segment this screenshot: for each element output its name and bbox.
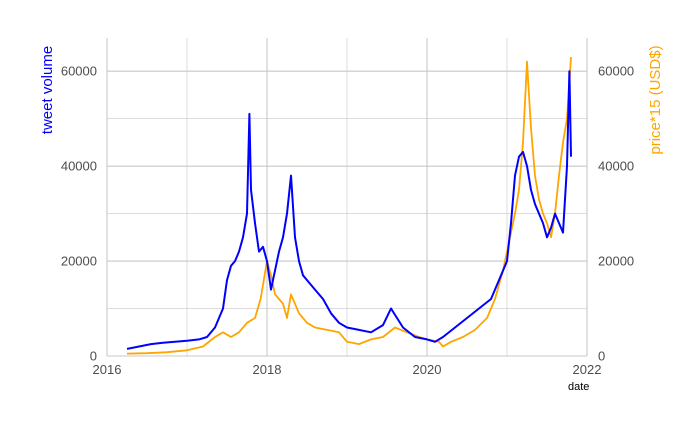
- y-tick-label: 0: [90, 349, 97, 364]
- y2-tick-label: 40000: [598, 159, 634, 174]
- x-tick-label: 2016: [93, 362, 122, 377]
- y-tick-label: 60000: [61, 64, 97, 79]
- y2-tick-label: 60000: [598, 64, 634, 79]
- x-tick-label: 2020: [413, 362, 442, 377]
- y-tick-label: 20000: [61, 254, 97, 269]
- y-axis-title: tweet volume: [39, 46, 56, 134]
- y2-tick-label: 0: [598, 349, 605, 364]
- y-tick-label: 40000: [61, 159, 97, 174]
- x-axis-title: date: [568, 381, 589, 393]
- x-tick-label: 2018: [253, 362, 282, 377]
- tick-labels: 2016 2018 2020 2022020000400006000002000040…: [61, 64, 634, 377]
- y2-tick-label: 20000: [598, 254, 634, 269]
- series-layer: [126, 56, 572, 355]
- x-tick-label: 2022: [573, 362, 602, 377]
- grid-lines: [106, 38, 588, 357]
- price-line: [126, 56, 572, 355]
- tweet-volume-line: [126, 70, 572, 350]
- y2-axis-title: price*15 (USD$): [647, 45, 664, 154]
